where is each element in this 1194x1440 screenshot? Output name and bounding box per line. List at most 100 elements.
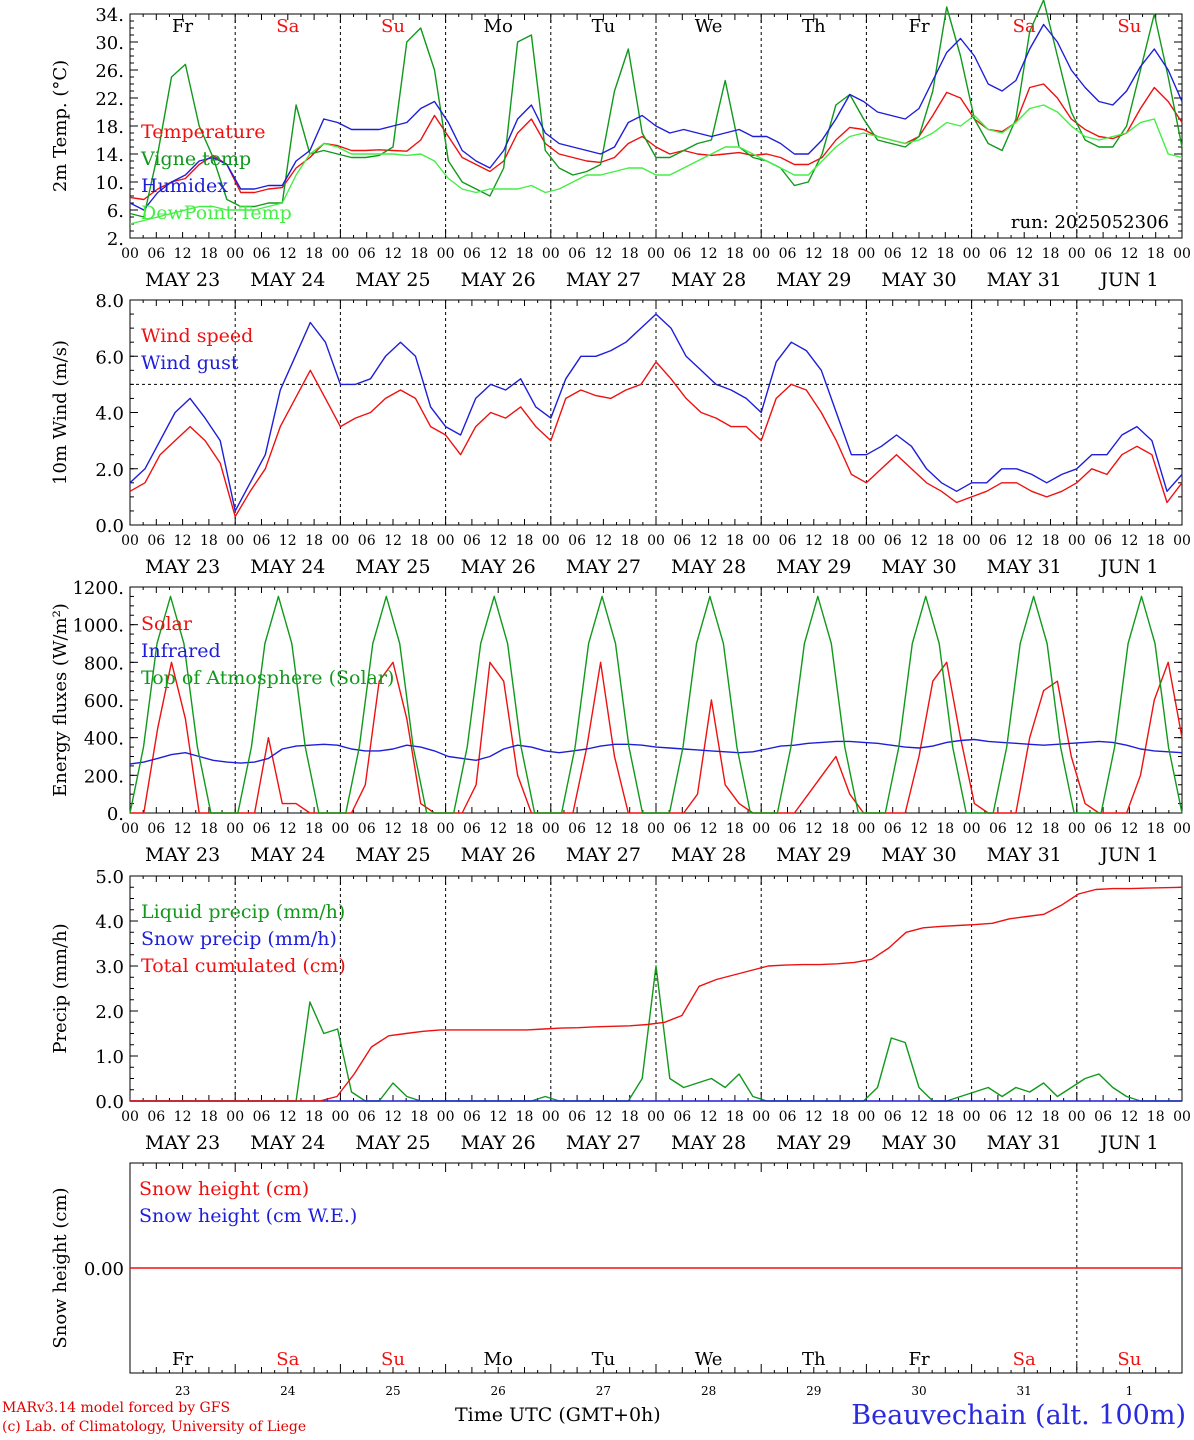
x-hour-label: 18 — [1147, 533, 1165, 549]
x-hour-label: 06 — [1094, 1109, 1112, 1125]
x-hour-label: 12 — [700, 821, 718, 837]
run-label: run: 2025052306 — [1011, 212, 1169, 233]
x-hour-label: 06 — [989, 246, 1007, 262]
x-date-label: MAY 30 — [881, 556, 956, 578]
x-date-label: MAY 29 — [776, 269, 851, 291]
series-line — [129, 313, 1183, 512]
x-date-label: MAY 28 — [671, 1132, 746, 1154]
x-hour-label: 06 — [358, 1109, 376, 1125]
x-hour-label: 12 — [279, 821, 297, 837]
weekday-label: Fr — [908, 1349, 929, 1370]
legend-entry: Snow precip (mm/h) — [141, 928, 337, 950]
x-hour-label: 06 — [779, 246, 797, 262]
x-hour-label: 00 — [647, 246, 665, 262]
legend-entry: Liquid precip (mm/h) — [141, 901, 345, 923]
day-number-label: 25 — [385, 1384, 400, 1398]
x-hour-label: 18 — [410, 821, 428, 837]
x-hour-label: 06 — [463, 821, 481, 837]
x-hour-label: 06 — [253, 246, 271, 262]
weekday-label: Su — [381, 1349, 405, 1370]
x-hour-label: 12 — [489, 1109, 507, 1125]
y-tick-label: 22. — [95, 89, 124, 110]
legend-entry: Solar — [141, 613, 193, 635]
x-hour-label: 00 — [752, 246, 770, 262]
y-tick-label: 200. — [84, 766, 124, 787]
x-hour-label: 18 — [305, 533, 323, 549]
x-hour-label: 06 — [779, 821, 797, 837]
x-hour-label: 18 — [1147, 821, 1165, 837]
y-tick-label: 10. — [95, 173, 124, 194]
weekday-label: Sa — [276, 16, 299, 37]
x-date-label: MAY 28 — [671, 844, 746, 866]
x-date-label: MAY 26 — [461, 844, 536, 866]
legend-entry: Top of Atmosphere (Solar) — [141, 667, 394, 689]
x-hour-label: 18 — [305, 246, 323, 262]
x-hour-label: 06 — [358, 821, 376, 837]
x-hour-label: 06 — [884, 533, 902, 549]
y-tick-label: 0.0 — [95, 1092, 124, 1113]
x-hour-label: 12 — [1120, 821, 1138, 837]
x-hour-label: 18 — [516, 533, 534, 549]
x-hour-label: 06 — [884, 1109, 902, 1125]
x-hour-label: 12 — [174, 821, 192, 837]
x-hour-label: 18 — [1042, 533, 1060, 549]
x-hour-label: 18 — [936, 246, 954, 262]
x-hour-label: 12 — [700, 246, 718, 262]
weekday-label: We — [695, 16, 723, 37]
day-number-label: 26 — [491, 1384, 506, 1398]
x-date-label: MAY 23 — [145, 844, 220, 866]
series-line — [129, 361, 1183, 518]
x-hour-label: 12 — [1015, 533, 1033, 549]
legend-entry: DewPoint Temp — [141, 202, 292, 224]
x-hour-label: 00 — [752, 533, 770, 549]
x-hour-label: 00 — [437, 1109, 455, 1125]
x-hour-label: 18 — [410, 246, 428, 262]
x-date-label: MAY 31 — [987, 269, 1062, 291]
x-date-label: JUN 1 — [1098, 556, 1158, 578]
weekday-label: Th — [802, 1349, 826, 1370]
x-hour-label: 12 — [174, 533, 192, 549]
x-hour-label: 18 — [1147, 1109, 1165, 1125]
x-date-label: MAY 30 — [881, 269, 956, 291]
day-number-label: 28 — [701, 1384, 716, 1398]
y-axis-title: 10m Wind (m/s) — [50, 340, 71, 485]
y-tick-label: 3.0 — [95, 957, 124, 978]
x-hour-label: 06 — [253, 1109, 271, 1125]
x-date-label: MAY 31 — [987, 844, 1062, 866]
x-axis-title: Time UTC (GMT+0h) — [455, 1404, 661, 1426]
x-hour-label: 06 — [673, 533, 691, 549]
x-hour-label: 00 — [437, 533, 455, 549]
x-hour-label: 18 — [305, 821, 323, 837]
x-hour-label: 06 — [779, 1109, 797, 1125]
lab-credit: (c) Lab. of Climatology, University of L… — [2, 1419, 307, 1435]
y-tick-label: 400. — [84, 729, 124, 750]
x-hour-label: 18 — [516, 1109, 534, 1125]
x-date-label: MAY 25 — [355, 844, 430, 866]
x-hour-label: 00 — [121, 246, 139, 262]
x-hour-label: 00 — [226, 821, 244, 837]
day-number-label: 31 — [1017, 1384, 1032, 1398]
series-line — [129, 0, 1183, 218]
y-tick-label: 4.0 — [95, 912, 124, 933]
x-hour-label: 06 — [673, 1109, 691, 1125]
x-hour-label: 18 — [1042, 246, 1060, 262]
y-axis-title: Energy fluxes (W/m²) — [50, 603, 71, 797]
x-hour-label: 18 — [831, 246, 849, 262]
x-date-label: MAY 25 — [355, 269, 430, 291]
x-hour-label: 12 — [805, 821, 823, 837]
meteogram-chart: 2.6.10.14.18.22.26.30.34.00 06 12 18 00 06 12 1… — [50, 0, 1191, 1398]
weekday-label: Su — [381, 16, 405, 37]
x-hour-label: 06 — [1094, 246, 1112, 262]
x-date-label: MAY 23 — [145, 1132, 220, 1154]
weekday-label: Mo — [484, 1349, 513, 1370]
x-hour-label: 00 — [542, 533, 560, 549]
y-tick-label: 6.0 — [95, 347, 124, 368]
y-tick-label: 600. — [84, 691, 124, 712]
weekday-label: Sa — [276, 1349, 299, 1370]
x-date-label: MAY 24 — [250, 269, 325, 291]
y-tick-label: 0.0 — [95, 516, 124, 537]
day-number-label: 27 — [596, 1384, 611, 1398]
x-date-label: MAY 25 — [355, 556, 430, 578]
x-date-label: MAY 29 — [776, 844, 851, 866]
y-tick-label: 26. — [95, 61, 124, 82]
